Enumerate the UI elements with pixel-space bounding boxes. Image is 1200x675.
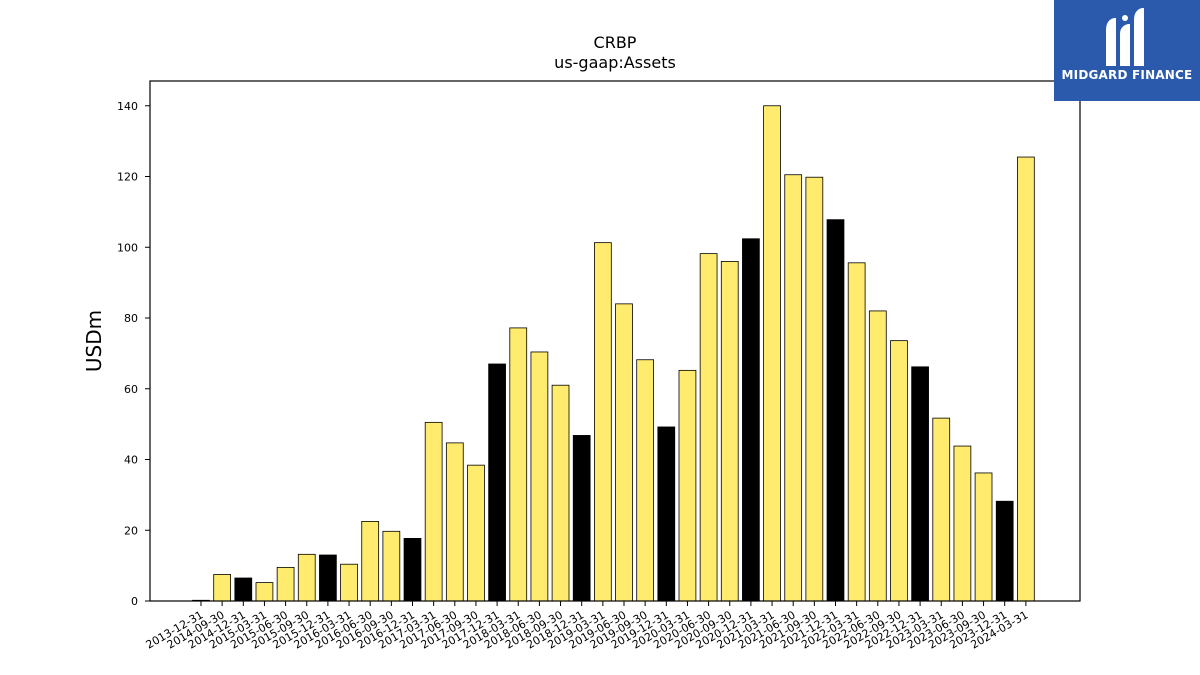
y-tick-label: 20 xyxy=(124,524,138,537)
bar-2017-06-30 xyxy=(445,442,464,602)
bar-2018-06-30 xyxy=(530,351,549,602)
bar-2019-09-30 xyxy=(636,359,655,602)
bar-2022-03-31 xyxy=(847,262,866,602)
bar-2020-06-30 xyxy=(699,253,718,602)
bar-2019-06-30 xyxy=(615,303,633,602)
bar-2017-03-31 xyxy=(424,421,443,602)
y-tick-label: 60 xyxy=(124,383,138,396)
bar-2015-03-31 xyxy=(255,582,274,602)
bars-layer xyxy=(192,105,1035,602)
bar-2022-06-30 xyxy=(868,310,887,602)
chart-subtitle: us-gaap:Assets xyxy=(554,53,676,72)
midgard-m-logo-icon xyxy=(1106,8,1144,66)
bar-2021-06-30 xyxy=(784,174,803,602)
bar-2015-06-30 xyxy=(276,566,295,602)
bar-2016-09-30 xyxy=(382,530,401,602)
bar-2022-12-31 xyxy=(911,366,929,602)
bar-2016-03-31 xyxy=(340,563,358,602)
y-tick-label: 40 xyxy=(124,454,138,467)
y-tick-label: 100 xyxy=(117,241,138,254)
bar-2014-12-31 xyxy=(234,577,253,602)
bar-2016-12-31 xyxy=(403,537,422,602)
bar-2020-09-30 xyxy=(720,261,739,602)
bar-2021-09-30 xyxy=(805,176,824,602)
bar-2022-09-30 xyxy=(890,340,908,602)
bar-2019-03-31 xyxy=(594,242,612,602)
bar-2017-12-31 xyxy=(488,363,506,602)
bar-2016-06-30 xyxy=(361,521,380,602)
bar-2023-03-31 xyxy=(932,417,951,602)
y-axis-ticks: 0 20 40 60 80 100 120 140 xyxy=(117,100,150,608)
bar-2018-12-31 xyxy=(572,435,591,602)
x-axis-ticks: 2013-12-312014-09-302014-12-312015-03-31… xyxy=(144,601,1030,652)
bar-2018-09-30 xyxy=(551,384,570,602)
bar-2020-03-31 xyxy=(678,369,697,602)
y-tick-label: 140 xyxy=(117,100,138,113)
y-tick-label: 80 xyxy=(124,312,138,325)
bar-2023-09-30 xyxy=(974,472,993,602)
bar-2017-09-30 xyxy=(467,464,485,602)
bar-2019-12-31 xyxy=(657,426,676,602)
brand-name: MIDGARD FINANCE xyxy=(1061,68,1193,82)
y-tick-label: 120 xyxy=(117,171,138,184)
y-axis-label: USDm xyxy=(82,310,106,372)
bar-2014-09-30 xyxy=(213,574,231,602)
bar-2021-03-31 xyxy=(763,105,781,602)
bar-2024-03-31 xyxy=(1017,156,1035,602)
plot-frame xyxy=(149,80,1081,602)
bar-2023-06-30 xyxy=(953,445,972,602)
bar-2020-12-31 xyxy=(742,238,760,602)
chart-title: CRBP xyxy=(594,33,637,52)
bar-2018-03-31 xyxy=(509,327,528,602)
bar-2023-12-31 xyxy=(995,500,1014,602)
bar-2015-09-30 xyxy=(297,553,316,602)
bar-2021-12-31 xyxy=(826,219,845,602)
bar-2015-12-31 xyxy=(319,554,337,602)
y-tick-label: 0 xyxy=(131,595,138,608)
brand-logo: MIDGARD FINANCE xyxy=(1054,0,1200,101)
